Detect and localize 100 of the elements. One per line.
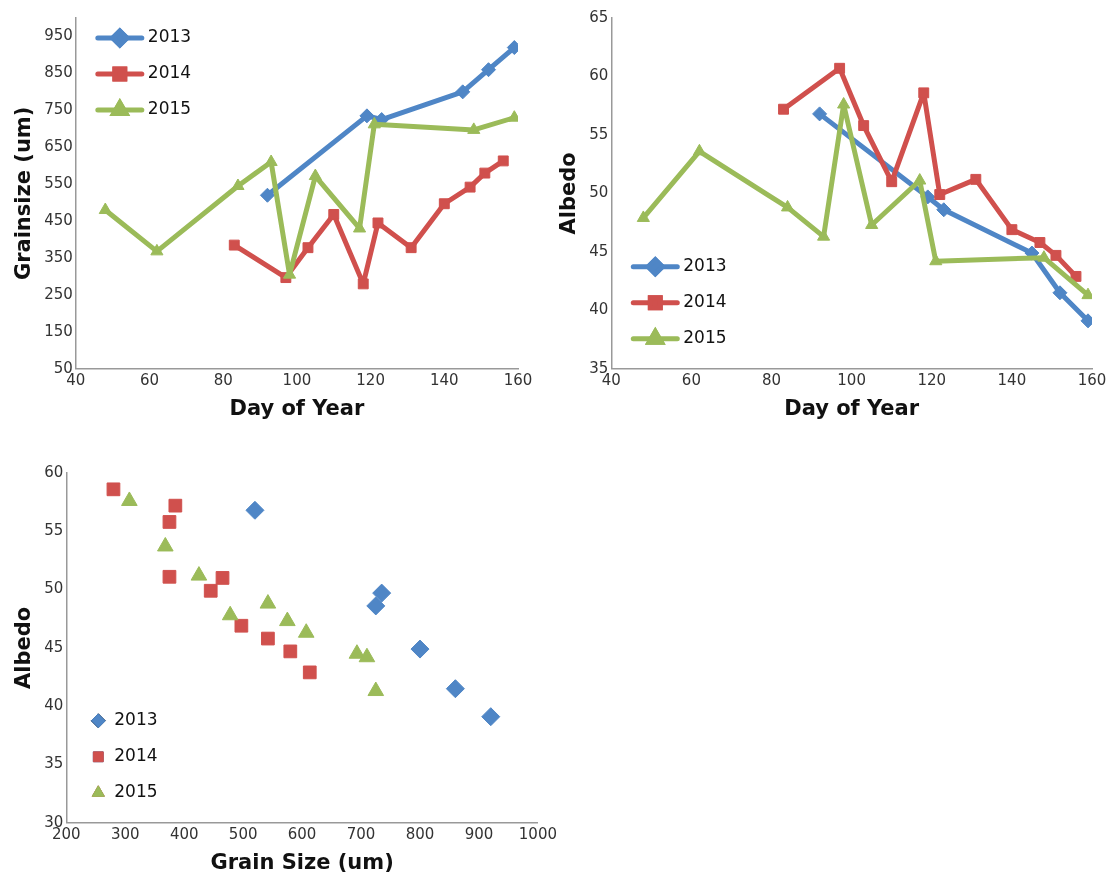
y-tick-label: 40: [44, 696, 64, 715]
point: [367, 116, 381, 129]
y-tick-label: 45: [589, 241, 609, 260]
x-tick-label: 140: [997, 370, 1027, 389]
x-tick-label: 400: [169, 824, 199, 843]
point: [865, 217, 879, 229]
point: [279, 611, 296, 627]
point: [497, 155, 509, 167]
point: [1052, 285, 1068, 301]
point: [328, 209, 340, 220]
point: [464, 181, 476, 193]
x-tick-label: 80: [213, 370, 233, 389]
x-axis-title: Grain Size (um): [210, 849, 394, 874]
x-tick-label: 120: [917, 370, 947, 389]
y-tick-label: 65: [589, 7, 609, 26]
point: [234, 618, 249, 633]
x-tick-label: 600: [287, 824, 317, 843]
point: [106, 482, 121, 497]
y-axis-title: Albedo: [11, 606, 36, 689]
point: [1006, 224, 1018, 236]
point: [162, 515, 177, 529]
x-axis-title: Day of Year: [229, 395, 365, 420]
point: [834, 62, 846, 74]
point: [162, 569, 177, 584]
y-tick-label: 650: [44, 137, 73, 156]
point: [858, 120, 870, 132]
point: [221, 605, 239, 621]
point: [261, 631, 275, 646]
point: [467, 122, 481, 134]
point: [366, 596, 386, 616]
x-tick-label: 160: [1077, 370, 1107, 389]
y-tick-label: 60: [589, 66, 609, 85]
point: [886, 176, 898, 188]
legend-label: 2014: [147, 62, 192, 83]
y-axis-title: Grainsize (um): [11, 106, 36, 281]
point: [636, 210, 650, 222]
legend-label: 2014: [683, 291, 727, 312]
point: [168, 498, 183, 513]
point: [121, 491, 138, 506]
point: [780, 199, 795, 212]
point: [1034, 237, 1046, 248]
legend-label: 2014: [114, 745, 158, 766]
y-tick-label: 450: [44, 210, 73, 229]
point: [203, 583, 218, 598]
y-tick-label: 250: [44, 284, 73, 303]
point: [692, 143, 706, 156]
point: [837, 97, 851, 109]
x-tick-label: 900: [464, 824, 494, 843]
x-tick-label: 60: [681, 370, 701, 389]
point: [297, 623, 315, 638]
x-tick-label: 100: [282, 370, 312, 389]
y-tick-label: 60: [44, 462, 64, 481]
point: [302, 665, 317, 680]
point: [936, 202, 952, 218]
point: [259, 187, 275, 203]
point: [358, 647, 376, 663]
point: [98, 202, 112, 215]
point: [231, 178, 245, 191]
y-tick-label: 850: [44, 63, 73, 82]
y-tick-label: 55: [44, 521, 64, 540]
x-tick-label: 120: [356, 370, 385, 389]
x-tick-label: 80: [761, 370, 782, 389]
point: [410, 639, 430, 659]
point: [215, 571, 230, 585]
x-tick-label: 700: [346, 824, 376, 843]
y-tick-label: 50: [589, 183, 609, 202]
point: [1070, 270, 1082, 282]
y-tick-label: 40: [589, 300, 609, 319]
x-tick-label: 500: [228, 824, 258, 843]
x-tick-label: 140: [429, 370, 459, 389]
point: [150, 243, 164, 256]
point: [359, 108, 375, 124]
y-tick-label: 35: [44, 754, 64, 773]
point: [302, 242, 314, 254]
y-tick-label: 750: [44, 100, 73, 119]
point: [778, 103, 789, 115]
point: [445, 679, 465, 699]
point: [372, 583, 392, 603]
point: [481, 707, 501, 727]
y-tick-label: 550: [44, 174, 73, 193]
point: [264, 154, 278, 167]
legend-label: 2015: [147, 98, 192, 119]
x-tick-label: 100: [837, 370, 866, 389]
point: [357, 278, 369, 290]
x-axis-title: Day of Year: [784, 395, 920, 420]
point: [455, 84, 471, 100]
y-tick-label: 55: [589, 124, 609, 143]
point: [228, 239, 240, 251]
point: [157, 536, 174, 552]
point: [1050, 249, 1062, 261]
legend-label: 2015: [683, 327, 727, 348]
point: [190, 566, 208, 581]
legend-label: 2015: [114, 781, 158, 802]
point: [812, 106, 828, 122]
legend-label: 2013: [147, 26, 192, 47]
point: [245, 500, 265, 520]
x-tick-label: 1000: [518, 824, 558, 843]
point: [913, 173, 927, 185]
point: [918, 87, 930, 99]
point: [283, 644, 298, 659]
